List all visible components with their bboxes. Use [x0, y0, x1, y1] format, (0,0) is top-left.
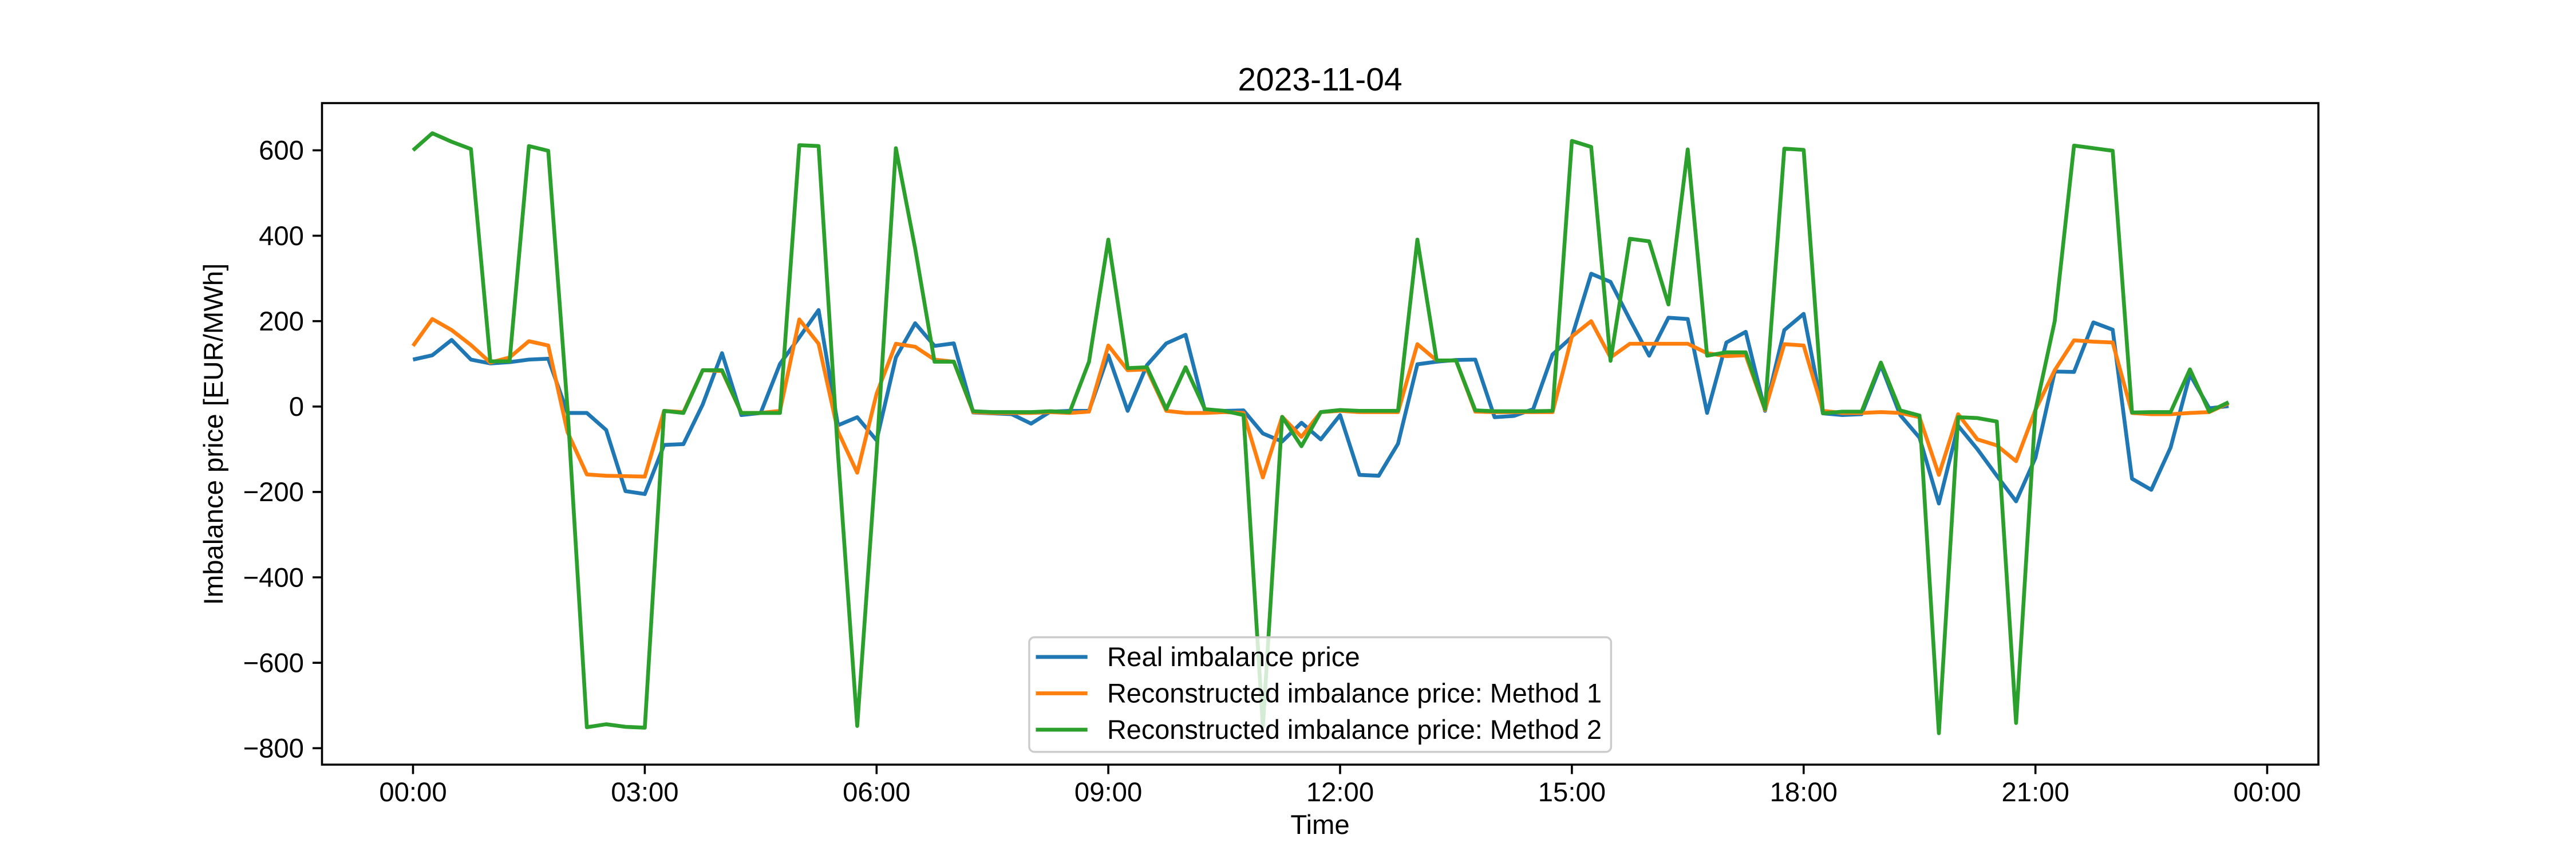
- svg-text:21:00: 21:00: [2002, 777, 2069, 808]
- svg-text:Imbalance price [EUR/MWh]: Imbalance price [EUR/MWh]: [199, 263, 229, 605]
- svg-text:06:00: 06:00: [843, 777, 910, 808]
- svg-text:0: 0: [289, 392, 304, 422]
- svg-text:Reconstructed imbalance price:: Reconstructed imbalance price: Method 2: [1107, 715, 1602, 745]
- svg-text:200: 200: [259, 306, 304, 337]
- svg-text:Time: Time: [1290, 810, 1349, 840]
- svg-text:−800: −800: [243, 734, 304, 764]
- svg-text:Reconstructed imbalance price:: Reconstructed imbalance price: Method 1: [1107, 679, 1602, 709]
- svg-text:−400: −400: [243, 562, 304, 593]
- svg-text:15:00: 15:00: [1538, 777, 1606, 808]
- svg-text:600: 600: [259, 136, 304, 166]
- svg-text:−600: −600: [243, 648, 304, 679]
- svg-text:12:00: 12:00: [1306, 777, 1374, 808]
- svg-text:18:00: 18:00: [1770, 777, 1838, 808]
- svg-text:400: 400: [259, 221, 304, 251]
- svg-text:09:00: 09:00: [1074, 777, 1142, 808]
- svg-text:2023-11-04: 2023-11-04: [1238, 61, 1402, 98]
- svg-text:00:00: 00:00: [379, 777, 447, 808]
- svg-text:Real imbalance price: Real imbalance price: [1107, 642, 1360, 672]
- svg-text:03:00: 03:00: [611, 777, 678, 808]
- svg-text:−200: −200: [243, 477, 304, 507]
- svg-text:00:00: 00:00: [2233, 777, 2301, 808]
